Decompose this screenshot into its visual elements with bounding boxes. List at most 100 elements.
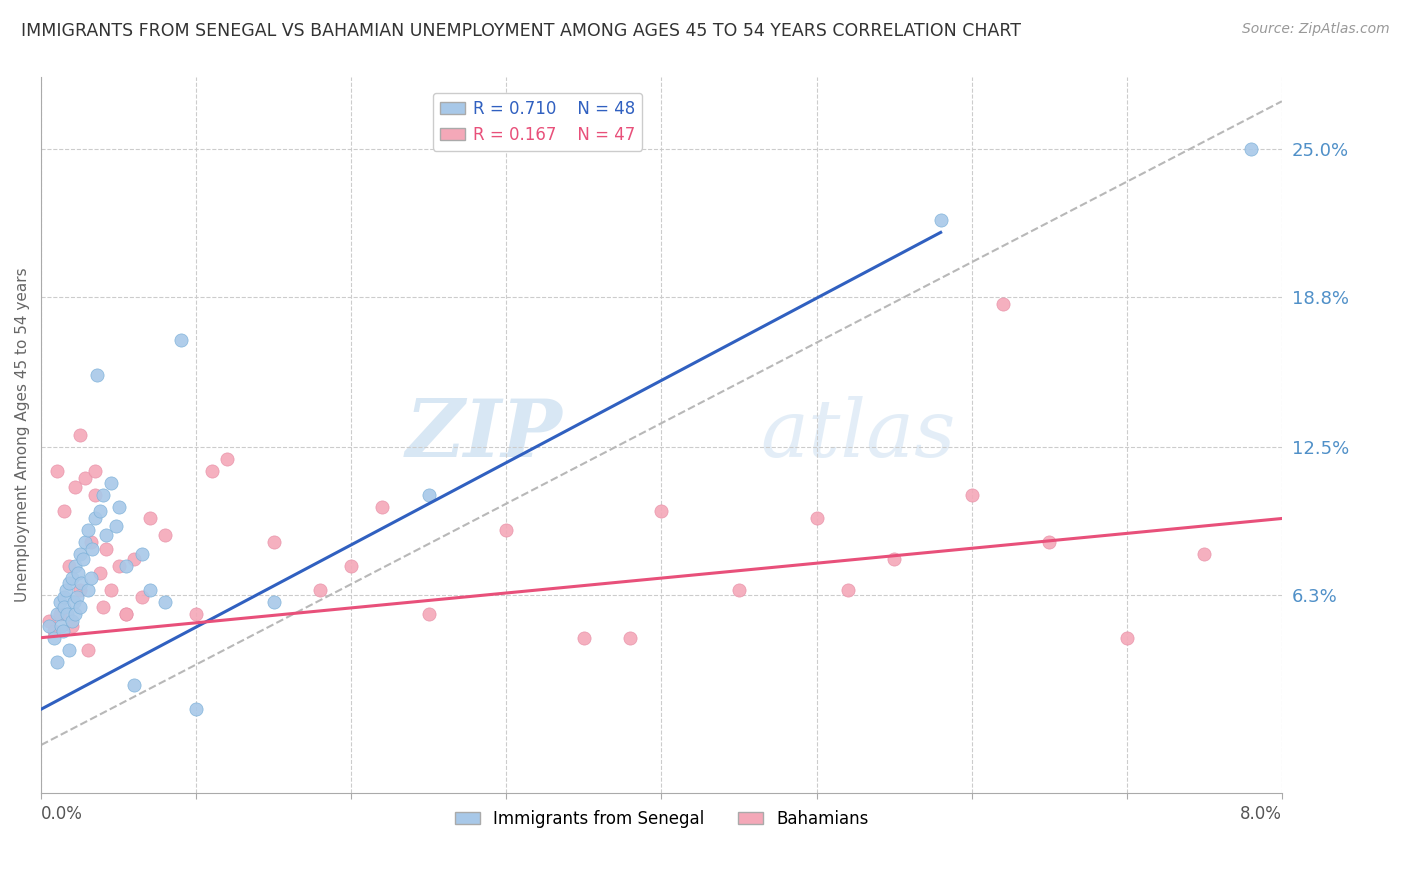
- Point: [122, 678, 145, 692]
- Point: [186, 702, 208, 716]
- Point: [38, 614, 60, 628]
- Point: [217, 451, 239, 466]
- Point: [115, 607, 138, 621]
- Point: [728, 582, 751, 597]
- Point: [100, 475, 122, 490]
- Point: [45, 607, 67, 621]
- Point: [76, 642, 98, 657]
- Point: [122, 552, 145, 566]
- Point: [837, 582, 859, 597]
- Point: [69, 428, 91, 442]
- Point: [73, 471, 96, 485]
- Point: [806, 511, 828, 525]
- Point: [107, 500, 129, 514]
- Point: [96, 542, 118, 557]
- Point: [45, 655, 67, 669]
- Text: ZIP: ZIP: [405, 396, 562, 474]
- Point: [60, 614, 83, 628]
- Point: [56, 607, 79, 621]
- Point: [131, 547, 153, 561]
- Point: [65, 481, 87, 495]
- Point: [340, 559, 363, 574]
- Point: [66, 590, 89, 604]
- Point: [48, 607, 70, 621]
- Point: [48, 595, 70, 609]
- Point: [115, 607, 138, 621]
- Point: [51, 619, 73, 633]
- Point: [883, 552, 905, 566]
- Point: [73, 535, 96, 549]
- Point: [58, 559, 80, 574]
- Point: [1038, 535, 1060, 549]
- Point: [82, 542, 104, 557]
- Point: [91, 488, 114, 502]
- Point: [115, 559, 138, 574]
- Text: 0.0%: 0.0%: [41, 805, 83, 822]
- Point: [929, 213, 952, 227]
- Point: [89, 504, 111, 518]
- Point: [69, 547, 91, 561]
- Point: [72, 552, 94, 566]
- Point: [418, 607, 440, 621]
- Point: [104, 518, 127, 533]
- Point: [153, 595, 176, 609]
- Text: IMMIGRANTS FROM SENEGAL VS BAHAMIAN UNEMPLOYMENT AMONG AGES 45 TO 54 YEARS CORRE: IMMIGRANTS FROM SENEGAL VS BAHAMIAN UNEM…: [21, 22, 1021, 40]
- Point: [96, 528, 118, 542]
- Point: [138, 582, 160, 597]
- Point: [86, 368, 108, 383]
- Point: [53, 599, 76, 614]
- Point: [69, 599, 91, 614]
- Point: [84, 488, 107, 502]
- Point: [70, 575, 93, 590]
- Point: [84, 511, 107, 525]
- Point: [76, 524, 98, 538]
- Point: [960, 488, 983, 502]
- Point: [80, 571, 103, 585]
- Text: Source: ZipAtlas.com: Source: ZipAtlas.com: [1241, 22, 1389, 37]
- Point: [55, 582, 77, 597]
- Point: [53, 590, 76, 604]
- Point: [89, 566, 111, 581]
- Point: [45, 464, 67, 478]
- Point: [201, 464, 224, 478]
- Text: 8.0%: 8.0%: [1240, 805, 1282, 822]
- Point: [650, 504, 672, 518]
- Point: [62, 595, 84, 609]
- Text: atlas: atlas: [761, 396, 956, 474]
- Y-axis label: Unemployment Among Ages 45 to 54 years: Unemployment Among Ages 45 to 54 years: [15, 268, 30, 602]
- Point: [138, 511, 160, 525]
- Point: [84, 464, 107, 478]
- Point: [67, 566, 90, 581]
- Point: [186, 607, 208, 621]
- Point: [38, 619, 60, 633]
- Point: [42, 624, 65, 638]
- Point: [107, 559, 129, 574]
- Point: [309, 582, 332, 597]
- Point: [60, 571, 83, 585]
- Point: [991, 297, 1014, 311]
- Point: [76, 582, 98, 597]
- Point: [263, 595, 285, 609]
- Point: [60, 619, 83, 633]
- Point: [91, 599, 114, 614]
- Point: [58, 575, 80, 590]
- Point: [100, 582, 122, 597]
- Legend: Immigrants from Senegal, Bahamians: Immigrants from Senegal, Bahamians: [449, 803, 875, 834]
- Point: [263, 535, 285, 549]
- Point: [65, 559, 87, 574]
- Point: [58, 642, 80, 657]
- Point: [371, 500, 394, 514]
- Point: [153, 528, 176, 542]
- Point: [1194, 547, 1216, 561]
- Point: [42, 631, 65, 645]
- Point: [418, 488, 440, 502]
- Point: [619, 631, 641, 645]
- Point: [52, 624, 75, 638]
- Point: [572, 631, 595, 645]
- Point: [495, 524, 517, 538]
- Point: [80, 535, 103, 549]
- Point: [1240, 142, 1263, 156]
- Point: [53, 504, 76, 518]
- Point: [65, 607, 87, 621]
- Point: [131, 590, 153, 604]
